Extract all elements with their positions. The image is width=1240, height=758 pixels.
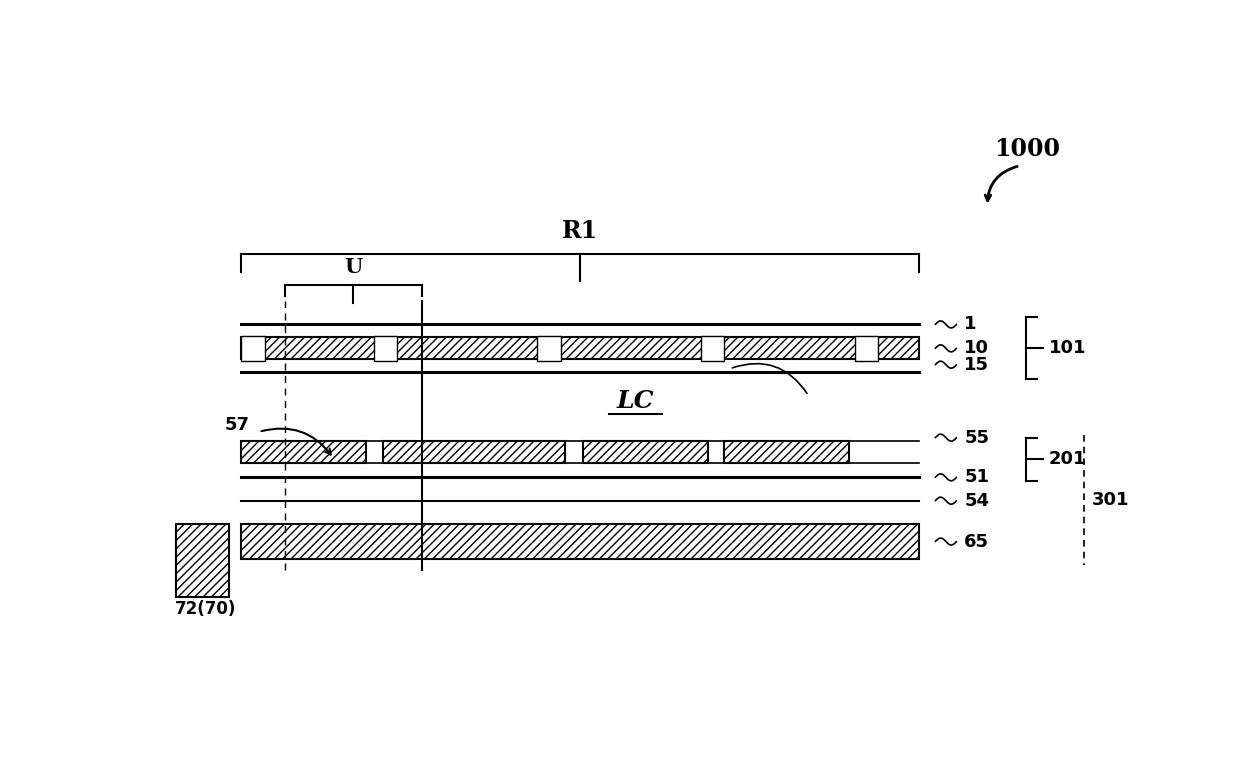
Text: LC: LC (616, 390, 655, 413)
Bar (242, 441, 367, 463)
Bar (374, 336, 397, 361)
Text: R1: R1 (562, 219, 599, 243)
Bar (176, 524, 229, 597)
Text: 72(70): 72(70) (175, 600, 237, 619)
Text: 1000: 1000 (994, 137, 1060, 161)
Bar (242, 441, 367, 463)
Text: 51: 51 (965, 468, 990, 487)
Bar (854, 336, 878, 361)
Text: 1: 1 (965, 315, 977, 334)
Bar (242, 337, 919, 359)
Text: 55: 55 (965, 429, 990, 446)
Bar (724, 441, 849, 463)
Text: 15: 15 (965, 356, 990, 374)
Bar (583, 441, 708, 463)
Text: 57: 57 (224, 416, 249, 434)
Text: 54: 54 (965, 492, 990, 509)
Bar (724, 441, 849, 463)
Bar (383, 441, 565, 463)
Text: 10: 10 (965, 340, 990, 357)
Text: 101: 101 (1049, 340, 1086, 357)
Text: 201: 201 (1049, 450, 1086, 468)
Text: 65: 65 (965, 533, 990, 550)
Bar (242, 336, 264, 361)
Bar (242, 524, 919, 559)
Text: U: U (345, 256, 362, 277)
Bar (383, 441, 565, 463)
Bar (583, 441, 708, 463)
Bar (176, 524, 229, 597)
Text: 301: 301 (1092, 491, 1130, 509)
Bar (701, 336, 724, 361)
Bar (242, 524, 919, 559)
Bar (537, 336, 560, 361)
Bar (242, 337, 919, 359)
